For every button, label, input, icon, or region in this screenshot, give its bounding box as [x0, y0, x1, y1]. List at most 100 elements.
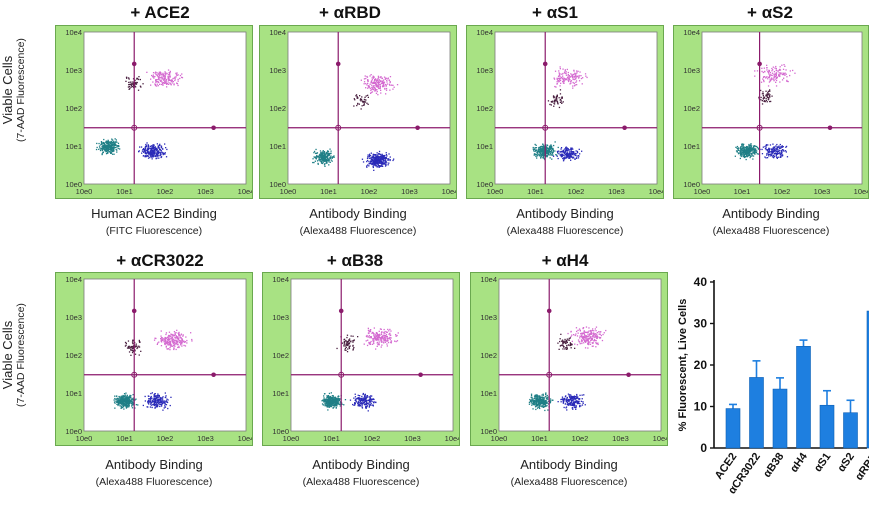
cell-event [378, 336, 380, 338]
cell-event [169, 349, 171, 351]
cell-event [363, 396, 366, 398]
cell-event [564, 70, 566, 72]
x-tick-label: 10e0 [491, 434, 508, 443]
cell-event [179, 340, 181, 342]
cell-event [98, 148, 100, 150]
cell-event [167, 343, 169, 345]
cell-event [369, 396, 371, 398]
cell-event [572, 152, 574, 154]
y-tick-label: 10e4 [480, 275, 497, 284]
cell-event [377, 343, 379, 346]
cell-event [571, 156, 573, 158]
cell-event [375, 165, 378, 167]
cell-event [566, 77, 569, 79]
cell-event [375, 154, 377, 156]
cell-event [156, 79, 158, 81]
cell-event [334, 396, 336, 398]
scatter-points [734, 64, 796, 161]
cell-event [536, 155, 538, 157]
y-tick-label: 10e4 [683, 28, 700, 37]
cell-event [365, 400, 367, 403]
cell-event [591, 337, 594, 339]
cell-event [331, 160, 333, 162]
cell-event [543, 402, 546, 404]
cell-event [565, 157, 567, 159]
cell-event [157, 405, 159, 407]
cell-event [369, 395, 372, 397]
cell-event [153, 398, 156, 400]
cell-event [131, 404, 133, 406]
cell-event [550, 154, 552, 156]
cell-event [581, 333, 583, 335]
cell-event [373, 398, 375, 401]
cell-event [586, 331, 589, 333]
cell-event [328, 152, 330, 155]
cell-event [533, 154, 535, 156]
cell-event [332, 401, 334, 404]
cell-event [567, 393, 570, 395]
cell-event [567, 148, 569, 150]
cell-event [160, 335, 162, 337]
cell-event [761, 93, 764, 95]
cell-event [121, 399, 123, 402]
cell-event [593, 336, 595, 338]
cell-event [147, 155, 149, 157]
cell-event [380, 76, 382, 79]
cell-event [544, 396, 546, 398]
cell-event [155, 79, 157, 81]
cell-event [159, 143, 161, 145]
cell-event [376, 166, 379, 168]
cell-event [162, 338, 164, 340]
cell-event [594, 336, 596, 338]
cell-event [537, 406, 539, 408]
cell-event [173, 334, 175, 336]
cell-event [367, 79, 369, 81]
cell-event [155, 85, 158, 87]
cell-event [384, 339, 386, 341]
cell-event [592, 334, 594, 336]
cell-event [151, 154, 153, 156]
cell-event [378, 162, 380, 164]
cell-event [154, 146, 156, 148]
cell-event [534, 397, 536, 399]
cell-event [564, 152, 566, 154]
cell-event [322, 151, 324, 153]
cell-event [739, 154, 742, 156]
cell-event [569, 402, 571, 404]
cell-event [165, 395, 167, 397]
cell-event [563, 399, 565, 401]
cell-event [162, 79, 165, 81]
cell-event [570, 335, 572, 338]
cell-event [183, 344, 185, 347]
cell-event [156, 402, 159, 404]
cell-event [383, 156, 385, 158]
cell-event [554, 70, 557, 72]
cell-event [160, 156, 162, 159]
cell-event [177, 332, 179, 334]
cell-event [177, 338, 180, 341]
cell-event [535, 402, 538, 404]
cell-event [141, 152, 143, 154]
cell-event [144, 152, 146, 154]
cell-event [576, 70, 578, 72]
cell-event [135, 343, 137, 345]
cell-event [778, 145, 780, 147]
cell-event [152, 155, 154, 157]
cell-event [168, 76, 170, 78]
cell-event [763, 80, 765, 83]
cell-event [600, 334, 602, 337]
cell-event [125, 406, 127, 408]
cell-event [557, 103, 559, 105]
cell-event [163, 338, 166, 340]
cell-event [386, 340, 388, 342]
cell-event [771, 150, 773, 152]
cell-event [771, 148, 774, 150]
cell-event [156, 151, 158, 153]
cell-event [367, 85, 369, 87]
cell-event [378, 165, 381, 167]
cell-event [101, 147, 103, 149]
cell-event [113, 144, 115, 146]
cell-event [151, 158, 153, 160]
cell-event [595, 346, 597, 348]
cell-event [159, 148, 162, 151]
